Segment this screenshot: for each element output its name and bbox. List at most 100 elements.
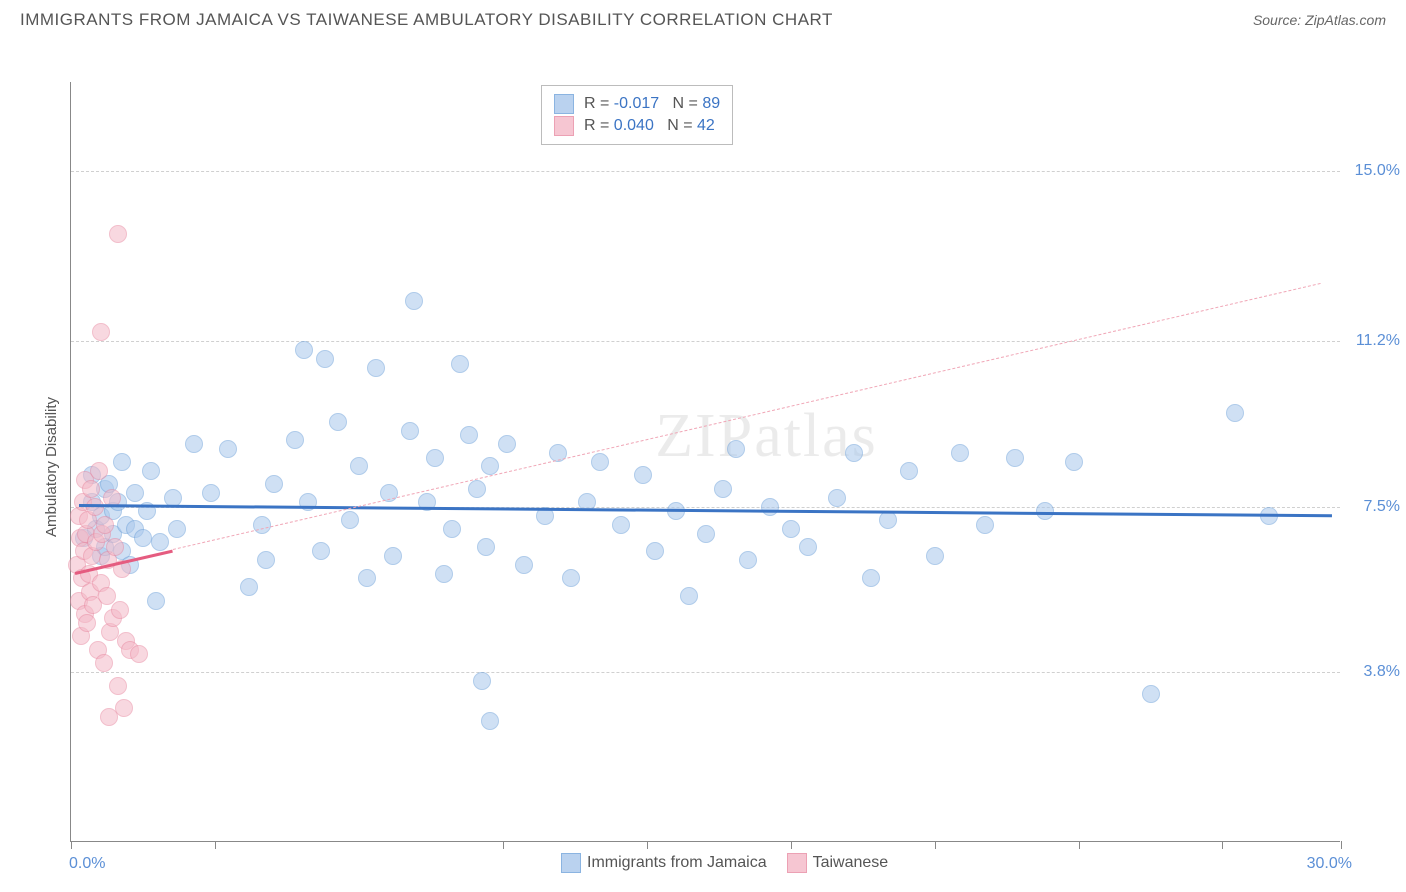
data-point [151,533,169,551]
legend-swatch [561,853,581,873]
data-point [612,516,630,534]
data-point [976,516,994,534]
data-point [341,511,359,529]
data-point [879,511,897,529]
data-point [113,453,131,471]
x-tick [791,841,792,849]
data-point [316,350,334,368]
y-tick-label: 7.5% [1364,498,1400,516]
gridline [71,672,1340,673]
gridline [71,171,1340,172]
data-point [761,498,779,516]
chart-title: IMMIGRANTS FROM JAMAICA VS TAIWANESE AMB… [20,10,833,30]
data-point [185,435,203,453]
data-point [202,484,220,502]
source-name: ZipAtlas.com [1305,12,1386,28]
data-point [126,484,144,502]
y-tick-label: 15.0% [1355,162,1400,180]
data-point [100,708,118,726]
data-point [329,413,347,431]
data-point [367,359,385,377]
data-point [134,529,152,547]
data-point [257,551,275,569]
data-point [1006,449,1024,467]
data-point [96,516,114,534]
x-tick [935,841,936,849]
x-tick [1222,841,1223,849]
legend-series: Immigrants from Jamaica Taiwanese [561,853,888,873]
y-axis-label: Ambulatory Disability [43,397,60,537]
data-point [468,480,486,498]
data-point [900,462,918,480]
plot-area: 3.8%7.5%11.2%15.0%0.0%30.0%Ambulatory Di… [70,82,1340,842]
x-min-label: 0.0% [69,855,105,873]
data-point [299,493,317,511]
x-max-label: 30.0% [1307,855,1352,873]
data-point [92,323,110,341]
x-tick [215,841,216,849]
data-point [714,480,732,498]
data-point [78,614,96,632]
data-point [562,569,580,587]
x-tick [503,841,504,849]
data-point [477,538,495,556]
data-point [481,457,499,475]
x-tick [1079,841,1080,849]
data-point [435,565,453,583]
data-point [109,225,127,243]
y-tick-label: 3.8% [1364,663,1400,681]
legend-swatch [554,116,574,136]
data-point [82,480,100,498]
x-tick [1341,841,1342,849]
data-point [680,587,698,605]
data-point [697,525,715,543]
data-point [1142,685,1160,703]
data-point [142,462,160,480]
legend-item: Immigrants from Jamaica [561,853,767,873]
data-point [405,292,423,310]
source-prefix: Source: [1253,12,1305,28]
data-point [219,440,237,458]
legend-item: Taiwanese [787,853,889,873]
data-point [451,355,469,373]
data-point [130,645,148,663]
data-point [168,520,186,538]
legend-row: R = 0.040 N = 42 [554,116,720,136]
gridline [71,341,1340,342]
data-point [727,440,745,458]
legend-label: Taiwanese [813,854,889,871]
legend-stats-box: R = -0.017 N = 89 R = 0.040 N = 42 [541,85,733,145]
x-tick [647,841,648,849]
data-point [515,556,533,574]
data-point [86,498,104,516]
data-point [646,542,664,560]
legend-stat-text: R = 0.040 N = 42 [584,117,715,135]
data-point [828,489,846,507]
data-point [312,542,330,560]
data-point [240,578,258,596]
data-point [295,341,313,359]
data-point [350,457,368,475]
data-point [401,422,419,440]
data-point [358,569,376,587]
legend-stat-text: R = -0.017 N = 89 [584,95,720,113]
data-point [426,449,444,467]
data-point [782,520,800,538]
data-point [111,601,129,619]
data-point [1226,404,1244,422]
data-point [265,475,283,493]
data-point [739,551,757,569]
data-point [951,444,969,462]
data-point [90,462,108,480]
legend-swatch [787,853,807,873]
data-point [498,435,516,453]
data-point [106,538,124,556]
data-point [473,672,491,690]
data-point [147,592,165,610]
data-point [95,654,113,672]
y-tick-label: 11.2% [1356,332,1400,350]
data-point [286,431,304,449]
data-point [1065,453,1083,471]
legend-label: Immigrants from Jamaica [587,854,767,871]
legend-swatch [554,94,574,114]
